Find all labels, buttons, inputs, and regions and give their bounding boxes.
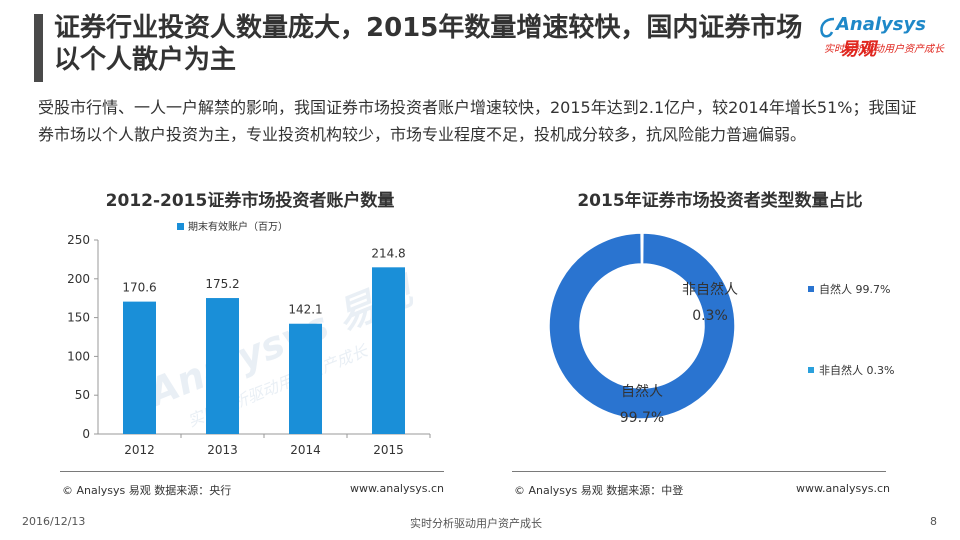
bar-2013	[206, 298, 239, 434]
right-source-note: © Analysys 易观 数据来源：中登	[514, 484, 684, 497]
bar-2015	[372, 267, 405, 434]
bar-value-label: 214.8	[371, 246, 405, 260]
bar-value-label: 175.2	[205, 277, 239, 291]
logo-swoosh-icon	[820, 17, 835, 38]
legend-label: 期末有效账户（百万）	[188, 220, 288, 233]
legend-swatch	[177, 223, 184, 230]
y-tick-label: 200	[67, 272, 90, 286]
legend-swatch	[808, 286, 814, 292]
slide-date: 2016/12/13	[22, 515, 86, 528]
legend-label: 非自然人 0.3%	[819, 363, 894, 377]
donut-slice-natural-person	[548, 232, 736, 420]
y-tick-label: 50	[75, 388, 90, 402]
y-tick-label: 250	[67, 233, 90, 247]
slice-label-name: 非自然人	[682, 281, 738, 298]
logo-wordmark: Analysys 易观	[836, 14, 946, 61]
x-tick-label: 2014	[290, 443, 321, 457]
page-title: 证券行业投资人数量庞大，2015年数量增速较快，国内证券市场以个人散户为主	[54, 13, 803, 75]
y-tick-label: 0	[82, 427, 90, 441]
left-source-note: © Analysys 易观 数据来源：央行	[62, 484, 232, 497]
bar-chart-title: 2012-2015证券市场投资者账户数量	[105, 191, 395, 211]
right-footer-divider	[512, 471, 886, 472]
slice-label-value: 0.3%	[692, 308, 728, 324]
bottom-slogan: 实时分析驱动用户资产成长	[410, 517, 542, 530]
x-tick-label: 2012	[124, 443, 155, 457]
title-accent-bar	[34, 14, 43, 82]
x-tick-label: 2013	[207, 443, 238, 457]
bar-chart: Analysys 易观实时分析驱动用户资产成长050100150200250期末…	[67, 220, 431, 457]
description-text: 受股市行情、一人一户解禁的影响，我国证券市场投资者账户增速较快，2015年达到2…	[38, 98, 917, 144]
legend-label: 自然人 99.7%	[819, 282, 890, 296]
donut-chart: 非自然人 0.3% 自然人 99.7% 自然人 99.7% 非自然人 0.3%	[548, 232, 894, 426]
logo-slogan: 实时分析驱动用户资产成长	[824, 44, 944, 55]
logo-brand-cn: 易观	[840, 39, 876, 60]
slice-label-value: 99.7%	[620, 410, 664, 426]
legend-swatch	[808, 367, 814, 373]
left-site-link[interactable]: www.analysys.cn	[350, 482, 444, 495]
left-footer-divider	[60, 471, 444, 472]
bar-2012	[123, 301, 156, 434]
logo-brand-en: Analysys	[836, 14, 926, 35]
slice-label-name: 自然人	[621, 383, 663, 400]
y-tick-label: 100	[67, 349, 90, 363]
bar-value-label: 170.6	[122, 281, 156, 295]
pie-chart-title: 2015年证券市场投资者类型数量占比	[577, 191, 863, 211]
analysys-logo: Analysys 易观 实时分析驱动用户资产成长	[818, 14, 946, 61]
x-tick-label: 2015	[373, 443, 404, 457]
bar-2014	[289, 323, 322, 434]
right-site-link[interactable]: www.analysys.cn	[796, 482, 890, 495]
y-tick-label: 150	[67, 311, 90, 325]
bar-value-label: 142.1	[288, 303, 322, 317]
page-number: 8	[930, 515, 937, 528]
